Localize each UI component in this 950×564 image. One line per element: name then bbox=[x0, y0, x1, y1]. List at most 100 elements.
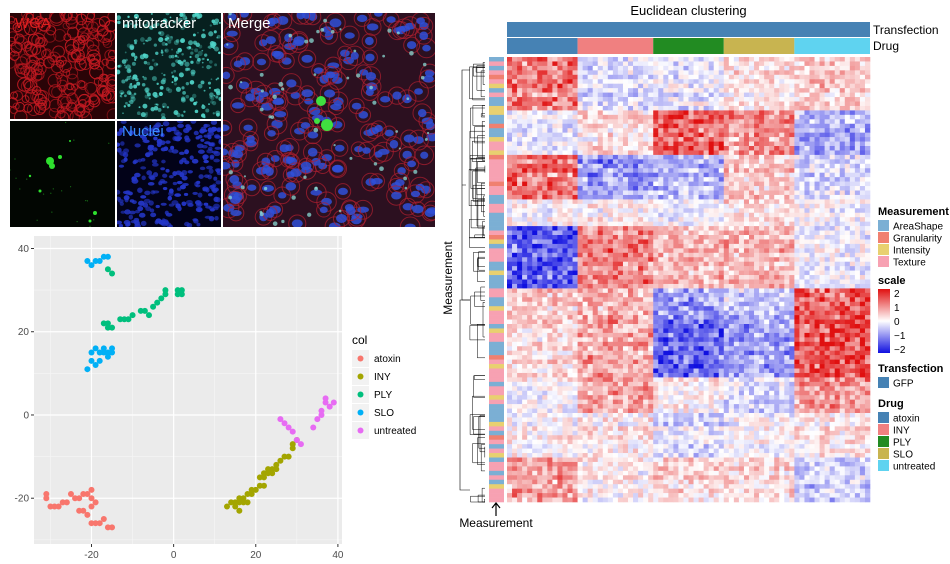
heatmap-cell bbox=[749, 83, 755, 89]
heatmap-cell bbox=[814, 128, 820, 133]
heatmap-cell bbox=[779, 230, 785, 236]
heatmap-cell bbox=[718, 275, 725, 280]
heatmap-cell bbox=[607, 88, 614, 93]
heatmap-cell bbox=[587, 137, 594, 142]
membrane-outline bbox=[89, 65, 104, 80]
nucleus-blob bbox=[181, 169, 188, 176]
nucleus-blob bbox=[162, 173, 168, 178]
heatmap-cell bbox=[567, 83, 573, 89]
heatmap-cell bbox=[557, 70, 563, 76]
scatter-point-INY bbox=[289, 445, 296, 452]
heatmap-cell bbox=[612, 163, 619, 169]
heatmap-cell bbox=[784, 194, 790, 200]
heatmap-cell bbox=[572, 177, 578, 182]
heatmap-cell bbox=[834, 119, 841, 125]
heatmap-cell bbox=[854, 172, 861, 178]
heatmap-cell bbox=[572, 146, 578, 151]
nucleus-blob bbox=[209, 184, 216, 188]
mito-spot bbox=[172, 20, 177, 24]
heatmap-cell bbox=[754, 74, 760, 80]
heatmap-cell bbox=[622, 177, 629, 182]
heatmap-cell bbox=[754, 186, 760, 191]
heatmap-cell bbox=[693, 261, 699, 267]
heatmap-cell bbox=[859, 190, 866, 196]
heatmap-cell bbox=[759, 239, 765, 245]
heatmap-cell bbox=[507, 137, 513, 142]
heatmap-cell bbox=[723, 275, 730, 280]
heatmap-cell bbox=[688, 141, 694, 147]
heatmap-cell bbox=[774, 266, 780, 271]
heatmap-cell bbox=[572, 119, 578, 125]
heatmap-cell bbox=[713, 159, 720, 165]
heatmap-cell bbox=[809, 159, 815, 165]
heatmap-cell bbox=[839, 123, 846, 129]
heatmap-cell bbox=[759, 252, 765, 258]
heatmap-cell bbox=[552, 154, 558, 160]
heatmap-cell bbox=[849, 70, 856, 76]
heatmap-cell bbox=[512, 97, 518, 102]
heatmap-cell bbox=[834, 261, 841, 267]
heatmap-cell bbox=[582, 70, 588, 76]
heatmap-cell bbox=[602, 230, 609, 236]
heatmap-cell bbox=[572, 79, 578, 84]
heatmap-cell bbox=[824, 159, 830, 165]
mito-spot bbox=[184, 20, 189, 24]
heatmap-cell bbox=[804, 123, 810, 129]
scatter-point-atoxin bbox=[72, 495, 79, 502]
heatmap-cell bbox=[688, 65, 694, 71]
scatter-point-atoxin bbox=[43, 491, 50, 498]
heatmap-cell bbox=[769, 105, 775, 111]
heatmap-cell bbox=[542, 141, 548, 147]
heatmap-cell bbox=[769, 226, 775, 231]
heatmap-cell bbox=[809, 110, 815, 116]
mito-spot bbox=[168, 36, 173, 41]
heatmap-cell bbox=[622, 137, 629, 142]
heatmap-cell bbox=[587, 61, 594, 67]
heatmap-cell bbox=[723, 65, 730, 71]
heatmap-cell bbox=[557, 217, 563, 222]
heatmap-cell bbox=[673, 137, 679, 142]
heatmap-cell bbox=[663, 70, 669, 76]
heatmap-cell bbox=[713, 203, 720, 209]
heatmap-cell bbox=[789, 257, 795, 262]
heatmap-cell bbox=[864, 226, 871, 231]
heatmap-cell bbox=[597, 243, 604, 249]
heatmap-cell bbox=[728, 137, 735, 142]
heatmap-cell bbox=[648, 141, 654, 147]
heatmap-cell bbox=[582, 190, 588, 196]
heatmap-cell bbox=[764, 110, 770, 116]
heatmap-cell bbox=[849, 266, 856, 271]
heatmap-cell bbox=[557, 266, 563, 271]
heatmap-cell bbox=[703, 61, 709, 67]
heatmap-cell bbox=[532, 172, 538, 178]
heatmap-cell bbox=[507, 203, 513, 209]
heatmap-cell bbox=[673, 159, 679, 165]
heatmap-cell bbox=[693, 110, 699, 116]
heatmap-cell bbox=[738, 177, 745, 182]
heatmap-cell bbox=[673, 230, 679, 236]
mito-spot bbox=[140, 37, 145, 42]
heatmap-cell bbox=[537, 163, 543, 169]
heatmap-cell bbox=[517, 123, 523, 129]
heatmap-cell bbox=[633, 132, 639, 138]
legend-label-SLO: SLO bbox=[374, 408, 394, 419]
heatmap-cell bbox=[784, 101, 790, 107]
heatmap-cell bbox=[673, 141, 679, 147]
heatmap-cell bbox=[799, 132, 805, 138]
heatmap-cell bbox=[567, 243, 573, 249]
heatmap-cell bbox=[673, 163, 679, 169]
heatmap-cell bbox=[849, 186, 856, 191]
heatmap-cell bbox=[607, 110, 614, 116]
heatmap-cell bbox=[728, 177, 735, 182]
membrane-outline bbox=[77, 35, 86, 44]
heatmap-cell bbox=[577, 172, 583, 178]
heatmap-cell bbox=[819, 190, 825, 196]
heatmap-cell bbox=[567, 154, 573, 160]
heatmap-cell bbox=[592, 168, 599, 173]
heatmap-cell bbox=[542, 252, 548, 258]
nucleus-blob bbox=[197, 134, 203, 139]
heatmap-cell bbox=[607, 208, 614, 214]
heatmap-cell bbox=[542, 181, 548, 187]
heatmap-cell bbox=[522, 270, 528, 276]
heatmap-cell bbox=[784, 172, 790, 178]
